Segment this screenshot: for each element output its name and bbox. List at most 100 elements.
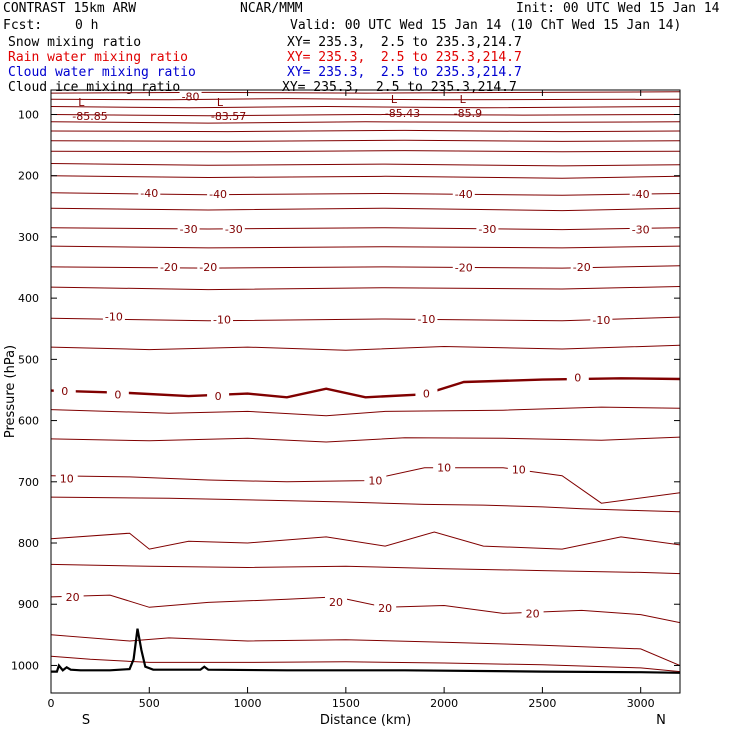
contour-label: -40 <box>209 188 227 201</box>
contour-line <box>51 286 680 291</box>
contour-label-mask <box>138 186 161 199</box>
contour-label-mask <box>157 260 180 273</box>
contour-label-mask <box>55 472 78 485</box>
low-value-label: -85.43 <box>385 107 420 120</box>
contour-label-mask <box>433 461 456 474</box>
contour-line <box>51 436 680 443</box>
low-value-label: -85.85 <box>72 110 107 123</box>
contour-label: 20 <box>66 591 80 604</box>
contour-label: 0 <box>574 372 581 385</box>
contour-label: -10 <box>105 311 123 324</box>
contour-label: -30 <box>180 223 198 236</box>
low-marker: L <box>460 93 467 106</box>
contour-label: -80 <box>182 91 200 104</box>
contour-label: 20 <box>329 596 343 609</box>
contour-label: 0 <box>114 388 121 401</box>
forecast-hour: 0 h <box>75 18 99 33</box>
forecast-label: Fcst: <box>3 18 43 33</box>
contour-label-mask <box>452 261 475 274</box>
organization: NCAR/MMM <box>240 1 303 16</box>
contour-label-mask <box>629 223 652 236</box>
contour-line <box>51 227 680 231</box>
terrain-layer <box>51 628 680 674</box>
x-tick-label: 3000 <box>627 697 655 710</box>
contour-label: -20 <box>455 262 473 275</box>
contour-lines: -80 -40 -40 -40 -40 -30 -30 -30 -30 -20 -20 -20 -20 -… <box>51 90 680 673</box>
contour-label-mask <box>177 222 200 235</box>
contour-line <box>51 98 680 101</box>
contour-label: 0 <box>215 390 222 403</box>
contour-label: 10 <box>437 462 451 475</box>
contour-line <box>51 594 680 624</box>
contour-label-mask <box>415 387 438 400</box>
low-marker: L <box>391 93 398 106</box>
contour-label: 20 <box>526 607 540 620</box>
y-tick-label: 700 <box>18 476 39 489</box>
contour-line <box>51 207 680 212</box>
contour-label-mask <box>590 314 613 327</box>
contour-line <box>51 655 680 673</box>
y-tick-label: 800 <box>18 537 39 550</box>
x-tick-label: 1000 <box>234 697 262 710</box>
contour-label: -10 <box>592 314 610 327</box>
contour-line <box>51 129 680 133</box>
x-tick-label: 1500 <box>332 697 360 710</box>
y-axis-label: Pressure (hPa) <box>3 345 18 438</box>
x-axis-label: Distance (km) <box>320 713 411 728</box>
contour-label-mask <box>325 595 348 608</box>
y-tick-label: 200 <box>18 170 39 183</box>
low-marker: L <box>78 96 85 109</box>
field-xy-cloud-water: XY= 235.3, 2.5 to 235.3,214.7 <box>287 65 522 80</box>
y-tick-label: 900 <box>18 598 39 611</box>
contour-line <box>51 496 680 513</box>
contour-line <box>51 121 680 124</box>
contour-line <box>51 406 680 417</box>
y-tick-label: 1000 <box>11 659 39 672</box>
x-tick-label: 2000 <box>430 697 458 710</box>
contour-label-mask <box>374 601 397 614</box>
contour-label: -40 <box>455 188 473 201</box>
contour-label: -40 <box>632 188 650 201</box>
field-name-cloud-ice: Cloud ice mixing ratio <box>8 80 181 95</box>
field-name-cloud-water: Cloud water mixing ratio <box>8 65 196 80</box>
contour-line <box>51 175 680 179</box>
low-value-label: -83.57 <box>211 110 246 123</box>
contour-label-mask <box>211 313 234 326</box>
contour-label-mask <box>629 188 652 201</box>
contour-label-mask <box>197 260 220 273</box>
y-tick-label: 600 <box>18 415 39 428</box>
x-axis-end-label: N <box>656 713 666 728</box>
y-tick-label: 100 <box>18 108 39 121</box>
field-name-snow: Snow mixing ratio <box>8 35 142 50</box>
contour-line <box>51 113 680 117</box>
contour-label-mask <box>61 590 84 603</box>
contour-line <box>51 377 680 399</box>
field-xy-snow: XY= 235.3, 2.5 to 235.3,214.7 <box>287 35 522 50</box>
contour-label-mask <box>207 390 230 403</box>
contour-label: -40 <box>140 187 158 200</box>
terrain-line <box>51 628 680 674</box>
contour-line <box>51 634 680 666</box>
contour-label: -10 <box>417 313 435 326</box>
contour-label: -20 <box>573 261 591 274</box>
contour-label-mask <box>570 260 593 273</box>
contour-label: 10 <box>512 464 526 477</box>
contour-label-mask <box>521 607 544 620</box>
contour-label-mask <box>102 310 125 323</box>
chart-title: CONTRAST 15km ARW <box>3 1 137 16</box>
x-axis: 0 500 1000 1500 2000 2500 3000 <box>48 90 655 710</box>
y-tick-label: 300 <box>18 231 39 244</box>
contour-line <box>51 91 680 94</box>
contour-label: -30 <box>225 223 243 236</box>
valid-time: Valid: 00 UTC Wed 15 Jan 14 (10 ChT Wed … <box>290 18 682 33</box>
contour-label: 0 <box>61 385 68 398</box>
contour-line <box>51 467 680 504</box>
contour-label: -30 <box>632 224 650 237</box>
contour-label: 0 <box>423 388 430 401</box>
contour-label: 10 <box>368 475 382 488</box>
contour-label: -10 <box>213 314 231 327</box>
field-name-rain: Rain water mixing ratio <box>8 50 189 65</box>
contour-label-mask <box>566 371 589 384</box>
contour-line <box>51 531 680 550</box>
